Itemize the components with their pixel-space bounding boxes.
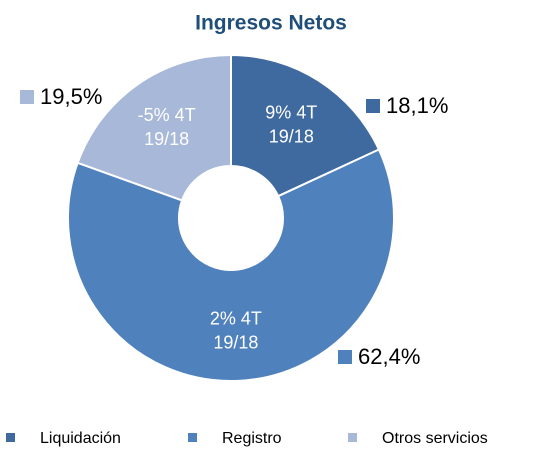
slice-annotation: -5% 4T (138, 105, 196, 125)
label-marker (20, 90, 34, 104)
legend-label: Registro (222, 430, 282, 447)
legend-marker (6, 433, 15, 442)
slice-annotation: 19/18 (144, 129, 189, 149)
legend-marker (188, 433, 197, 442)
slice-annotation: 2% 4T (210, 309, 262, 329)
value-label: 18,1% (386, 93, 448, 118)
label-marker (366, 99, 380, 113)
value-label: 19,5% (40, 84, 102, 109)
slice (67, 148, 395, 382)
slice-annotation: 19/18 (269, 126, 314, 146)
slice (230, 53, 381, 198)
slice-annotation: 9% 4T (265, 102, 317, 122)
slice-annotation: 19/18 (213, 333, 258, 353)
legend-label: Liquidación (40, 430, 121, 447)
chart-title: Ingresos Netos (195, 12, 347, 35)
legend-marker (348, 433, 357, 442)
value-label: 62,4% (358, 344, 420, 369)
slice (76, 53, 232, 202)
legend-label: Otros servicios (382, 430, 488, 447)
label-marker (338, 350, 352, 364)
